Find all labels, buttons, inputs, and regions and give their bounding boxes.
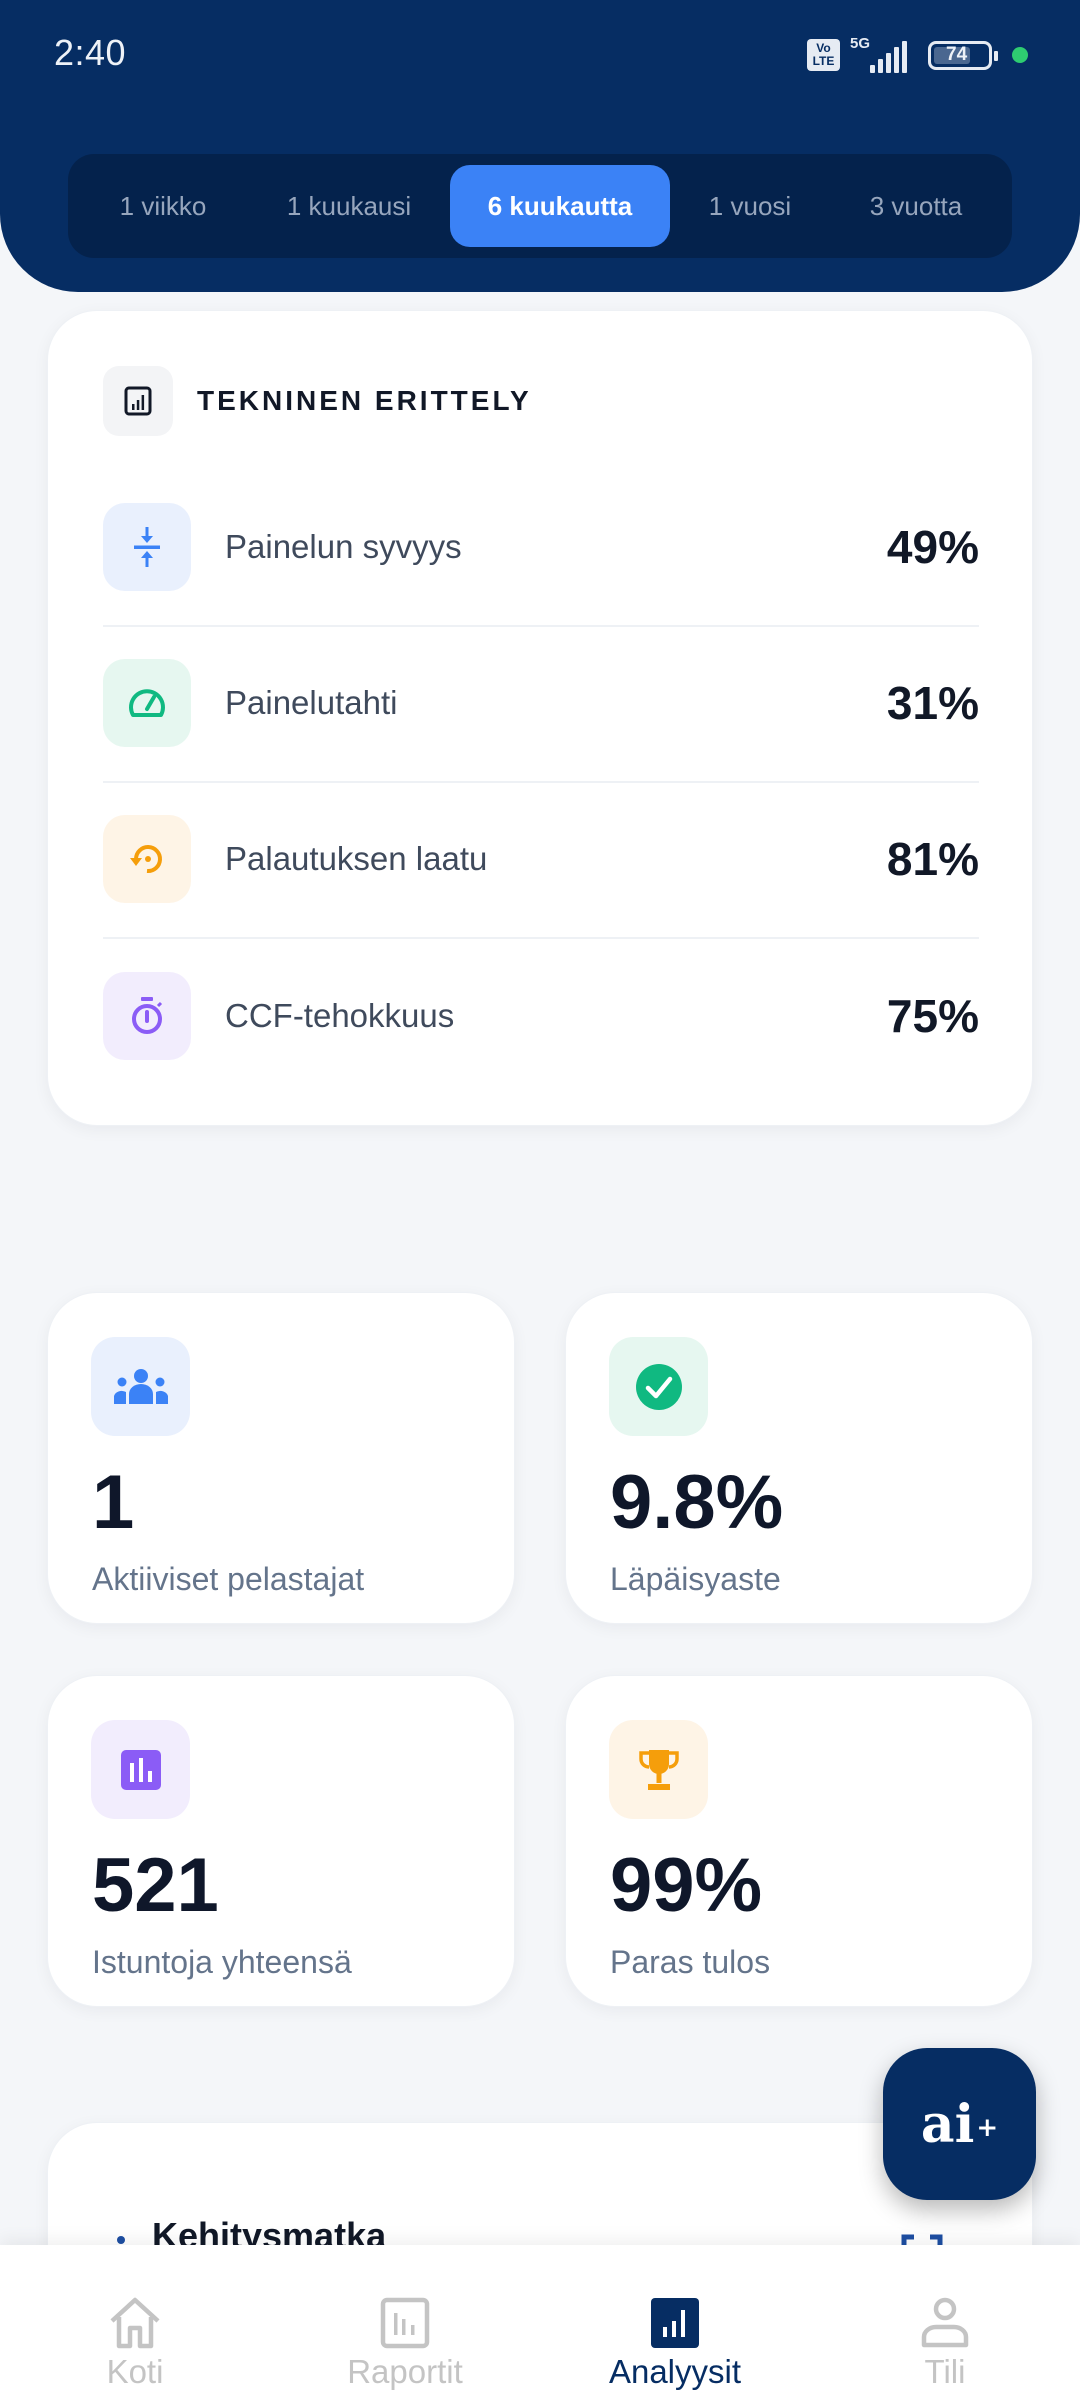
nav-label: Tili [924, 2353, 966, 2390]
nav-item-reports[interactable]: Raportit [270, 2245, 540, 2400]
stat-label: Läpäisyaste [610, 1561, 781, 1597]
breakdown-row-recoil: Palautuksen laatu 81% [103, 815, 979, 903]
app-header: 2:40 Vo LTE 5G 74 [0, 0, 1080, 292]
stat-value: 9.8% [610, 1460, 784, 1545]
stopwatch-icon [103, 972, 191, 1060]
divider [103, 937, 979, 939]
breakdown-value: 75% [886, 990, 979, 1042]
bottom-navigation: Koti Raportit Analyysit [0, 2245, 1080, 2400]
nav-label: Raportit [347, 2353, 463, 2390]
nav-item-analytics[interactable]: Analyysit [540, 2245, 810, 2400]
tab-1-week[interactable]: 1 viikko [119, 190, 207, 221]
status-icons: Vo LTE 5G 74 [807, 35, 1028, 75]
stat-value: 1 [92, 1460, 135, 1545]
battery-icon: 74 [928, 40, 998, 70]
tab-6-months[interactable]: 6 kuukautta [450, 165, 670, 247]
stat-card-total-sessions[interactable]: 521 Istuntoja yhteensä [47, 1675, 515, 2007]
breakdown-value: 31% [886, 677, 979, 729]
ai-assistant-button[interactable]: ai + [883, 2048, 1036, 2200]
breakdown-label: Painelun syvyys [225, 528, 462, 565]
account-icon [915, 2293, 975, 2353]
breakdown-label: Painelutahti [225, 684, 398, 721]
divider [103, 625, 979, 627]
breakdown-title: TEKNINEN ERITTELY [197, 385, 532, 416]
signal-icon: 5G [850, 35, 918, 73]
breakdown-value: 81% [886, 833, 979, 885]
bar-chart-icon [91, 1720, 190, 1819]
stat-label: Aktiiviset pelastajat [92, 1561, 365, 1597]
report-icon [375, 2293, 435, 2353]
tab-1-year[interactable]: 1 vuosi [708, 190, 792, 221]
volte-icon: Vo LTE [807, 39, 840, 71]
period-selector: 1 viikko 1 kuukausi 6 kuukautta 1 vuosi … [68, 154, 1012, 258]
speedometer-icon [103, 659, 191, 747]
nav-item-account[interactable]: Tili [810, 2245, 1080, 2400]
chart-box-icon [103, 366, 173, 436]
stat-card-pass-rate[interactable]: 9.8% Läpäisyaste [565, 1292, 1033, 1624]
stat-label: Istuntoja yhteensä [92, 1944, 352, 1980]
status-bar: 2:40 Vo LTE 5G 74 [0, 0, 1080, 100]
tab-3-years[interactable]: 3 vuotta [869, 190, 963, 221]
breakdown-label: Palautuksen laatu [225, 840, 488, 877]
group-icon [91, 1337, 190, 1436]
home-icon [105, 2293, 165, 2353]
check-circle-icon [609, 1337, 708, 1436]
analytics-icon [645, 2293, 705, 2353]
tab-1-month[interactable]: 1 kuukausi [286, 190, 412, 221]
nav-item-home[interactable]: Koti [0, 2245, 270, 2400]
stat-card-active-rescuers[interactable]: 1 Aktiiviset pelastajat [47, 1292, 515, 1624]
compress-vertical-icon [103, 503, 191, 591]
journey-icon [117, 2236, 125, 2244]
status-time: 2:40 [54, 32, 127, 73]
stat-value: 99% [610, 1843, 763, 1928]
stat-card-best-score[interactable]: 99% Paras tulos [565, 1675, 1033, 2007]
breakdown-header: TEKNINEN ERITTELY [103, 366, 532, 436]
breakdown-value: 49% [886, 521, 979, 573]
breakdown-row-ccf: CCF-tehokkuus 75% [103, 972, 979, 1060]
breakdown-label: CCF-tehokkuus [225, 997, 455, 1034]
restore-icon [103, 815, 191, 903]
nav-label: Analyysit [608, 2353, 742, 2390]
technical-breakdown-card: TEKNINEN ERITTELY Painelun syvyys 49% Pa… [47, 310, 1033, 1126]
stat-label: Paras tulos [610, 1944, 771, 1980]
stat-value: 521 [92, 1843, 219, 1928]
breakdown-row-depth: Painelun syvyys 49% [103, 503, 979, 591]
expand-icon[interactable] [900, 2233, 944, 2263]
divider [103, 781, 979, 783]
nav-label: Koti [106, 2353, 164, 2390]
trophy-icon [609, 1720, 708, 1819]
breakdown-row-rate: Painelutahti 31% [103, 659, 979, 747]
privacy-indicator-dot [1012, 47, 1028, 63]
